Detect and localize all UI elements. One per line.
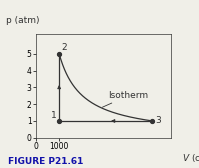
Text: $V$ (cm$^3$): $V$ (cm$^3$): [182, 151, 199, 165]
Text: 3: 3: [155, 116, 161, 125]
Text: 2: 2: [61, 43, 67, 52]
Text: FIGURE P21.61: FIGURE P21.61: [8, 157, 83, 166]
Text: 1: 1: [51, 111, 57, 120]
Text: Isotherm: Isotherm: [102, 91, 148, 107]
Text: p (atm): p (atm): [6, 16, 40, 25]
